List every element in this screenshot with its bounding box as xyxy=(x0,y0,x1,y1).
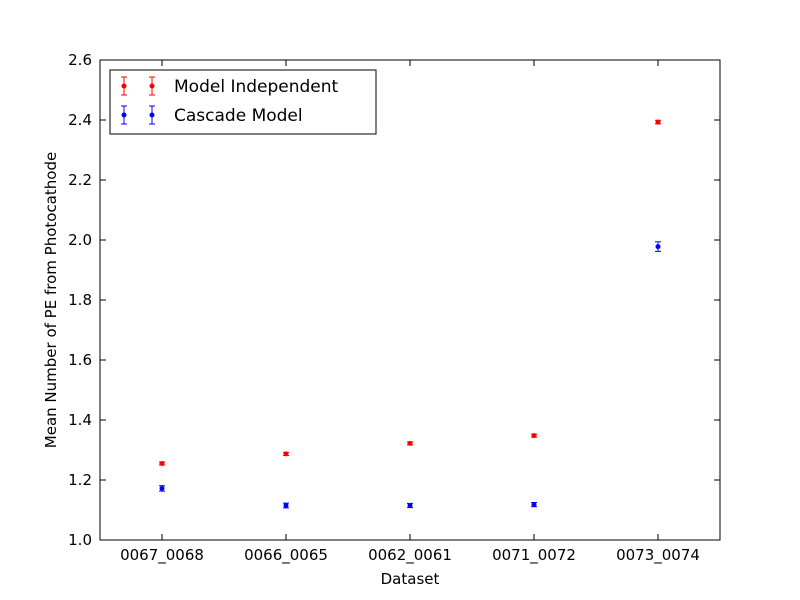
x-axis-label: Dataset xyxy=(381,570,440,588)
legend-marker xyxy=(149,83,155,89)
x-tick-label: 0062_0061 xyxy=(368,546,452,565)
y-tick-label: 2.6 xyxy=(68,51,92,69)
y-tick-label: 1.4 xyxy=(68,411,92,429)
data-point xyxy=(531,433,537,439)
data-point xyxy=(655,244,661,250)
legend-frame xyxy=(109,69,377,135)
data-point xyxy=(159,485,165,491)
chart-marks xyxy=(159,119,661,509)
legend-label: Cascade Model xyxy=(174,106,303,126)
x-tick-label: 0071_0072 xyxy=(492,546,576,565)
x-tick-label: 0066_0065 xyxy=(244,546,328,565)
x-tick-label: 0067_0068 xyxy=(120,546,204,565)
legend: Model Independent Cascade Model xyxy=(109,69,377,135)
y-tick-label: 1.2 xyxy=(68,471,92,489)
legend-marker xyxy=(149,112,155,118)
data-point xyxy=(531,502,537,508)
y-tick-label: 1.6 xyxy=(68,351,92,369)
legend-marker xyxy=(121,83,127,89)
y-tick-label: 2.0 xyxy=(68,231,92,249)
data-point xyxy=(407,503,413,508)
series-1 xyxy=(159,241,661,509)
x-tick-label: 0073_0074 xyxy=(616,546,700,565)
data-point xyxy=(655,119,661,125)
legend-marker xyxy=(121,112,127,118)
y-tick-label: 1.8 xyxy=(68,291,92,309)
data-point xyxy=(407,440,413,446)
y-tick-label: 2.4 xyxy=(68,111,92,129)
y-tick-label: 1.0 xyxy=(68,531,92,549)
y-tick-label: 2.2 xyxy=(68,171,92,189)
y-axis-label: Mean Number of PE from Photocathode xyxy=(42,152,60,448)
data-point xyxy=(283,451,289,457)
series-0 xyxy=(159,119,661,466)
data-point xyxy=(283,503,289,508)
data-point xyxy=(159,461,165,466)
legend-label: Model Independent xyxy=(174,77,339,97)
chart-axes: 1.0 1.2 1.4 1.6 1.8 2.0 2.2 2.4 2.6 0067_0068 0066… xyxy=(68,51,720,565)
